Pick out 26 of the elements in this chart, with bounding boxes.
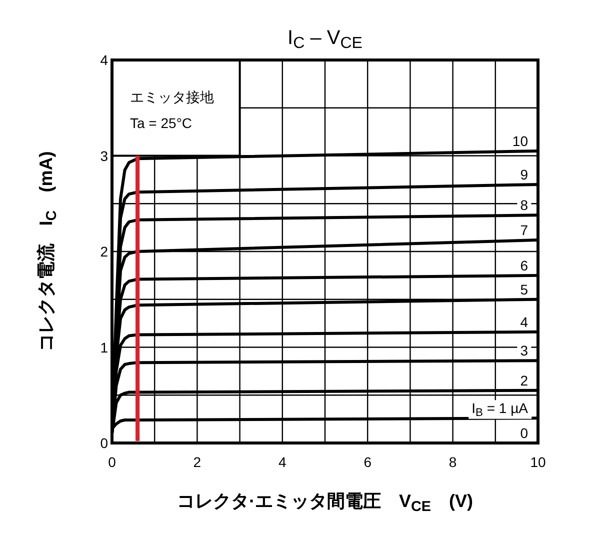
y-tick-label: 2 bbox=[100, 244, 108, 260]
y-tick-label: 3 bbox=[100, 148, 108, 164]
note-box: エミッタ接地 Ta = 25°C bbox=[111, 59, 241, 157]
y-tick-label: 0 bbox=[100, 435, 108, 451]
series-label: 7 bbox=[520, 222, 528, 238]
annotation: エミッタ接地 bbox=[130, 89, 214, 105]
series-label: 2 bbox=[520, 372, 528, 388]
series-label: 6 bbox=[520, 257, 528, 274]
series-label: 8 bbox=[520, 197, 528, 214]
text: コレクタ·エミッタ間電圧 V$_{CE}$ (V) bbox=[177, 491, 473, 514]
x-tick-label: 8 bbox=[448, 454, 457, 470]
x-tick-label: 2 bbox=[193, 454, 202, 470]
y-tick-label: 4 bbox=[100, 52, 108, 68]
x-tick-label: 4 bbox=[278, 454, 286, 470]
series-label: 5 bbox=[520, 281, 528, 298]
series-label: 10 bbox=[512, 132, 528, 149]
series-label: 4 bbox=[520, 314, 528, 330]
series-label: 9 bbox=[520, 166, 528, 182]
series-label: 3 bbox=[520, 342, 528, 359]
chart-title: I$_{C}$ – V$_{CE}$ bbox=[288, 27, 362, 52]
annotation: Ta = 25°C bbox=[130, 115, 192, 131]
series-label: I$_{B}$ = 1 µA bbox=[472, 400, 529, 419]
x-tick-label: 6 bbox=[364, 454, 372, 470]
annotation: 0 bbox=[520, 425, 528, 441]
y-tick-label: 1 bbox=[100, 339, 108, 356]
x-tick-label: 10 bbox=[530, 454, 546, 470]
